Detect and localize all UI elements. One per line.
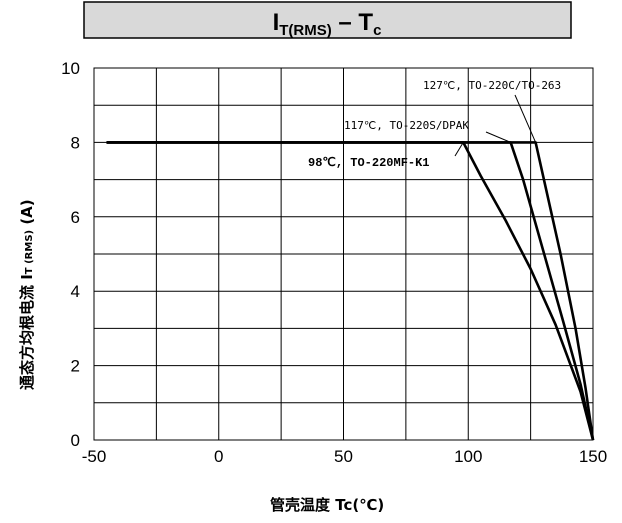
series-line-0 [106, 141, 595, 441]
y-tick-label: 2 [71, 357, 80, 376]
annotation-117: 117℃, TO-220S/DPAK [344, 119, 469, 132]
y-tick-label: 10 [61, 59, 80, 78]
x-tick-labels: -50 0 50 100 150 [82, 447, 607, 466]
annotation-leaders [454, 94, 537, 157]
y-tick-labels: 0 2 4 6 8 10 [61, 59, 80, 450]
x-axis-title: 管壳温度 Tc(℃) [270, 496, 384, 514]
title-text: IT(RMS) – Tc [273, 9, 382, 39]
annotations: 127℃, TO-220C/TO-263 117℃, TO-220S/DPAK … [308, 79, 561, 170]
x-tick-label: 0 [214, 447, 223, 466]
y-tick-label: 0 [71, 431, 80, 450]
y-axis-title: 通态方均根电流 IT (RMS) (A) [18, 199, 36, 390]
title-box [83, 1, 572, 39]
plot-area [93, 67, 595, 441]
annotation-leader-0 [514, 94, 537, 143]
annotation-127: 127℃, TO-220C/TO-263 [423, 79, 561, 92]
annotation-leader-2 [454, 142, 464, 157]
x-tick-label: 50 [334, 447, 353, 466]
y-tick-label: 4 [71, 282, 80, 301]
annotation-98: 98℃, TO-220MF-K1 [308, 156, 430, 170]
y-tick-label: 6 [71, 208, 80, 227]
y-tick-label: 8 [71, 133, 80, 152]
x-tick-label: -50 [82, 447, 107, 466]
annotation-leader-1 [485, 131, 511, 143]
x-tick-label: 100 [454, 447, 482, 466]
chart-title: IT(RMS) – Tc [83, 1, 572, 39]
x-tick-label: 150 [579, 447, 607, 466]
